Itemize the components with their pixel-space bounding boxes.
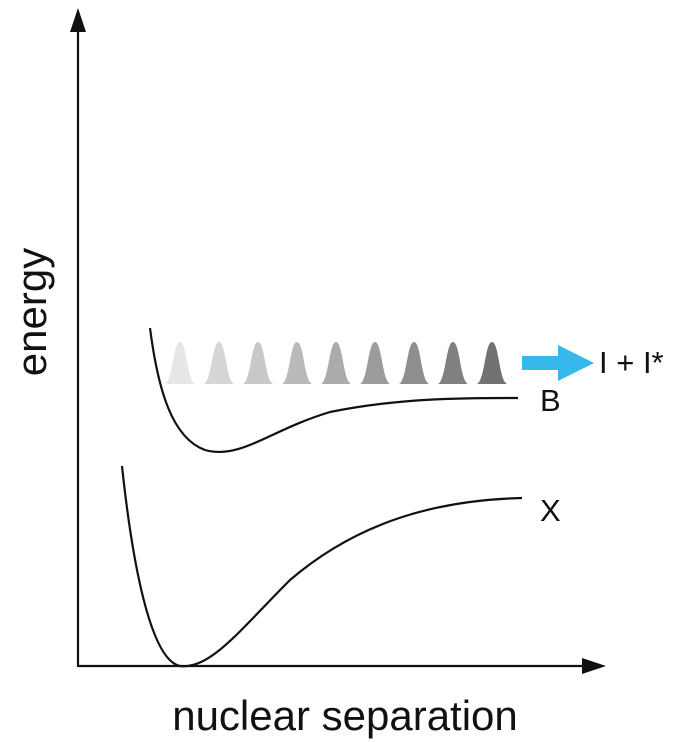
wavepacket-7 (399, 342, 429, 384)
wavepacket-5 (321, 342, 351, 384)
wavepacket-4 (282, 342, 312, 384)
x-axis-label: nuclear separation (172, 692, 518, 739)
curve-x-label: X (540, 493, 561, 528)
dissociation-arrow (522, 345, 594, 381)
wavepacket-6 (360, 342, 390, 384)
curve-b-label: B (540, 383, 561, 418)
products-label: I + I* (599, 345, 664, 380)
y-axis-arrowhead (70, 8, 86, 32)
wavepacket-3 (243, 342, 273, 384)
arrow-shaft (522, 356, 562, 370)
wavepacket-2 (204, 342, 234, 384)
wavepacket-series (165, 342, 507, 384)
y-axis-label: energy (8, 248, 55, 376)
x-axis-arrowhead (582, 658, 606, 674)
curve-x-ground-state (120, 465, 523, 668)
wavepacket-9 (477, 342, 507, 384)
axes (76, 28, 590, 668)
wavepacket-1 (165, 342, 195, 384)
curve-b-excited-state (148, 327, 519, 454)
arrow-head (558, 345, 594, 381)
wavepacket-8 (438, 342, 468, 384)
